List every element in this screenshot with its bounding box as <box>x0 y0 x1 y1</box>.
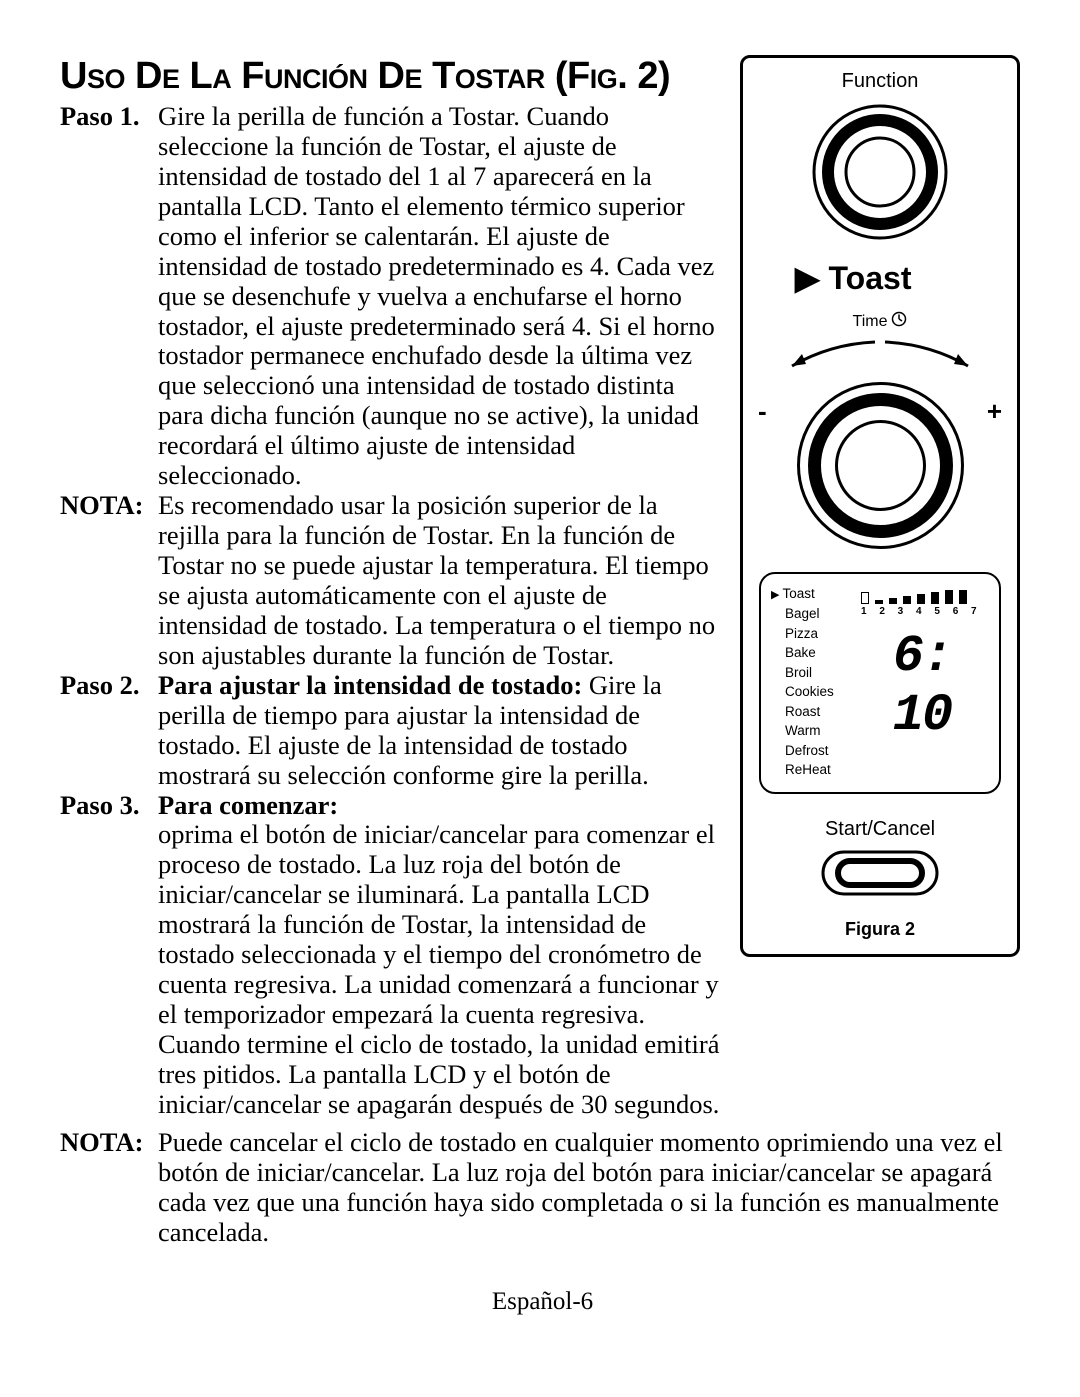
lcd-item: Bagel <box>771 604 857 624</box>
lcd-item: ReHeat <box>771 760 857 780</box>
lcd-item: Bake <box>771 643 857 663</box>
step-2-lead: Para ajustar la intensidad de tostado: <box>158 670 582 700</box>
lcd-time-display: 6: 10 <box>861 627 989 745</box>
step-2: Paso 2. Para ajustar la intensidad de to… <box>60 671 720 791</box>
time-dial[interactable] <box>788 373 973 558</box>
intensity-bar <box>903 596 911 604</box>
lcd-item: Warm <box>771 721 857 741</box>
toast-label: Toast <box>829 260 912 296</box>
step-3-label: Paso 3. <box>60 791 158 1120</box>
intensity-bar <box>945 590 953 604</box>
lcd-function-list: ToastBagelPizzaBakeBroilCookiesRoastWarm… <box>771 584 857 780</box>
lcd-intensity-numbers: 1 2 3 4 5 6 7 <box>861 606 989 617</box>
time-arrows-icon <box>760 334 1000 374</box>
clock-icon <box>891 311 907 332</box>
step-1: Paso 1. Gire la perilla de función a Tos… <box>60 102 720 491</box>
page-title: Uso De La Función De Tostar (Fig. 2) <box>60 55 720 98</box>
lcd-item: Broil <box>771 663 857 683</box>
function-dial[interactable] <box>805 97 955 247</box>
nota-1-text: Es recomendado usar la posición superior… <box>158 491 720 671</box>
intensity-bar <box>959 590 967 604</box>
minus-label: - <box>758 396 767 427</box>
plus-label: + <box>987 396 1002 427</box>
function-label: Function <box>743 70 1017 93</box>
intensity-bar <box>889 598 897 604</box>
intensity-bar <box>875 600 883 604</box>
intensity-bar <box>931 592 939 604</box>
step-3-text: oprima el botón de iniciar/cancelar para… <box>158 819 719 1118</box>
nota-2-text: Puede cancelar el ciclo de tostado en cu… <box>158 1128 1025 1248</box>
step-3-lead: Para comenzar: <box>158 790 338 820</box>
nota-1-label: NOTA: <box>60 491 158 671</box>
step-3: Paso 3. Para comenzar: oprima el botón d… <box>60 791 720 1120</box>
nota-2-label: NOTA: <box>60 1128 158 1248</box>
intensity-bar <box>861 592 869 604</box>
lcd-screen: ToastBagelPizzaBakeBroilCookiesRoastWarm… <box>759 572 1001 794</box>
start-cancel-button[interactable] <box>820 849 940 897</box>
lcd-item: Toast <box>771 584 857 604</box>
step-1-text: Gire la perilla de función a Tostar. Cua… <box>158 102 720 491</box>
step-2-label: Paso 2. <box>60 671 158 791</box>
lcd-item: Cookies <box>771 682 857 702</box>
play-icon: ▶ <box>795 260 820 296</box>
figure-caption: Figura 2 <box>743 919 1017 940</box>
intensity-bar <box>917 594 925 604</box>
figure-panel: Function ▶ Toast Time <box>740 55 1020 957</box>
nota-2: NOTA: Puede cancelar el ciclo de tostado… <box>60 1128 1025 1248</box>
start-cancel-label: Start/Cancel <box>743 818 1017 841</box>
time-label: Time <box>853 313 888 331</box>
step-1-label: Paso 1. <box>60 102 158 491</box>
page-footer: Español-6 <box>60 1288 1025 1316</box>
lcd-item: Defrost <box>771 741 857 761</box>
lcd-intensity-bars <box>861 586 989 604</box>
lcd-item: Roast <box>771 702 857 722</box>
nota-1: NOTA: Es recomendado usar la posición su… <box>60 491 720 671</box>
lcd-item: Pizza <box>771 624 857 644</box>
